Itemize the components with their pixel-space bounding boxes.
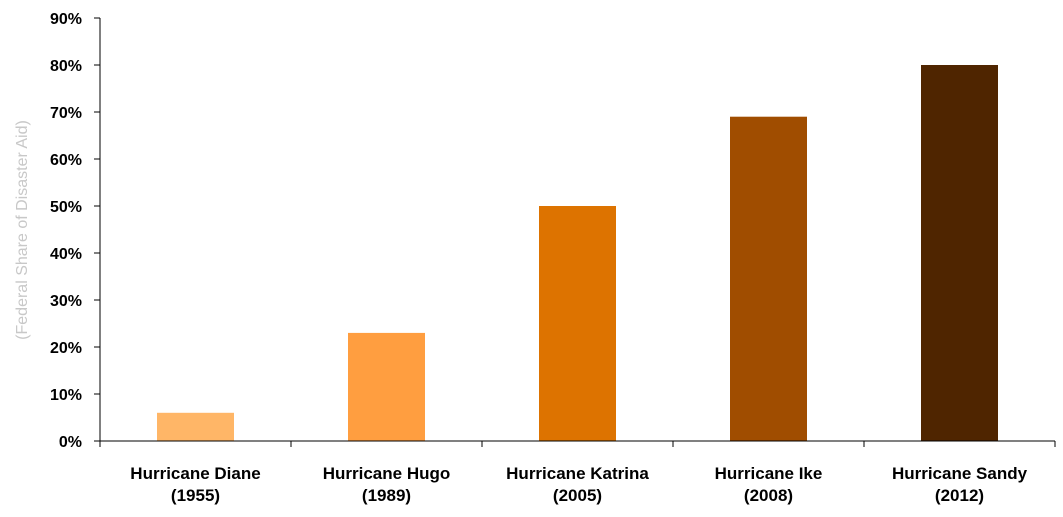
- x-category-label: Hurricane Sandy: [892, 464, 1028, 483]
- y-tick-label: 70%: [50, 105, 82, 122]
- y-tick-label: 60%: [50, 152, 82, 169]
- x-category-label: (2012): [935, 486, 984, 505]
- bars-layer: [157, 65, 998, 441]
- bar-3: [539, 206, 616, 441]
- y-tick-label: 80%: [50, 58, 82, 75]
- x-category-label: (1955): [171, 486, 220, 505]
- y-tick-label: 10%: [50, 387, 82, 404]
- x-category-label: Hurricane Katrina: [506, 464, 649, 483]
- x-category-label: (2005): [553, 486, 602, 505]
- x-category-label: (1989): [362, 486, 411, 505]
- y-tick-label: 50%: [50, 199, 82, 216]
- y-tick-label: 0%: [59, 434, 82, 451]
- bar-4: [730, 116, 807, 441]
- y-tick-label: 40%: [50, 246, 82, 263]
- y-tick-label: 20%: [50, 340, 82, 357]
- bar-5: [921, 65, 998, 441]
- x-category-label: Hurricane Hugo: [323, 464, 451, 483]
- labels-layer: 0% 10% 20% 30% 40% 50% 60% 70% 80% 90% Hurricane D…: [50, 11, 1028, 505]
- axes-layer: [94, 17, 1056, 447]
- y-tick-label: 30%: [50, 293, 82, 310]
- bar-1: [157, 412, 234, 441]
- x-category-label: (2008): [744, 486, 793, 505]
- x-category-label: Hurricane Ike: [715, 464, 823, 483]
- bar-2: [348, 332, 425, 441]
- y-tick-label: 90%: [50, 11, 82, 28]
- y-axis-title: (Federal Share of Disaster Aid): [14, 120, 31, 340]
- x-category-label: Hurricane Diane: [130, 464, 260, 483]
